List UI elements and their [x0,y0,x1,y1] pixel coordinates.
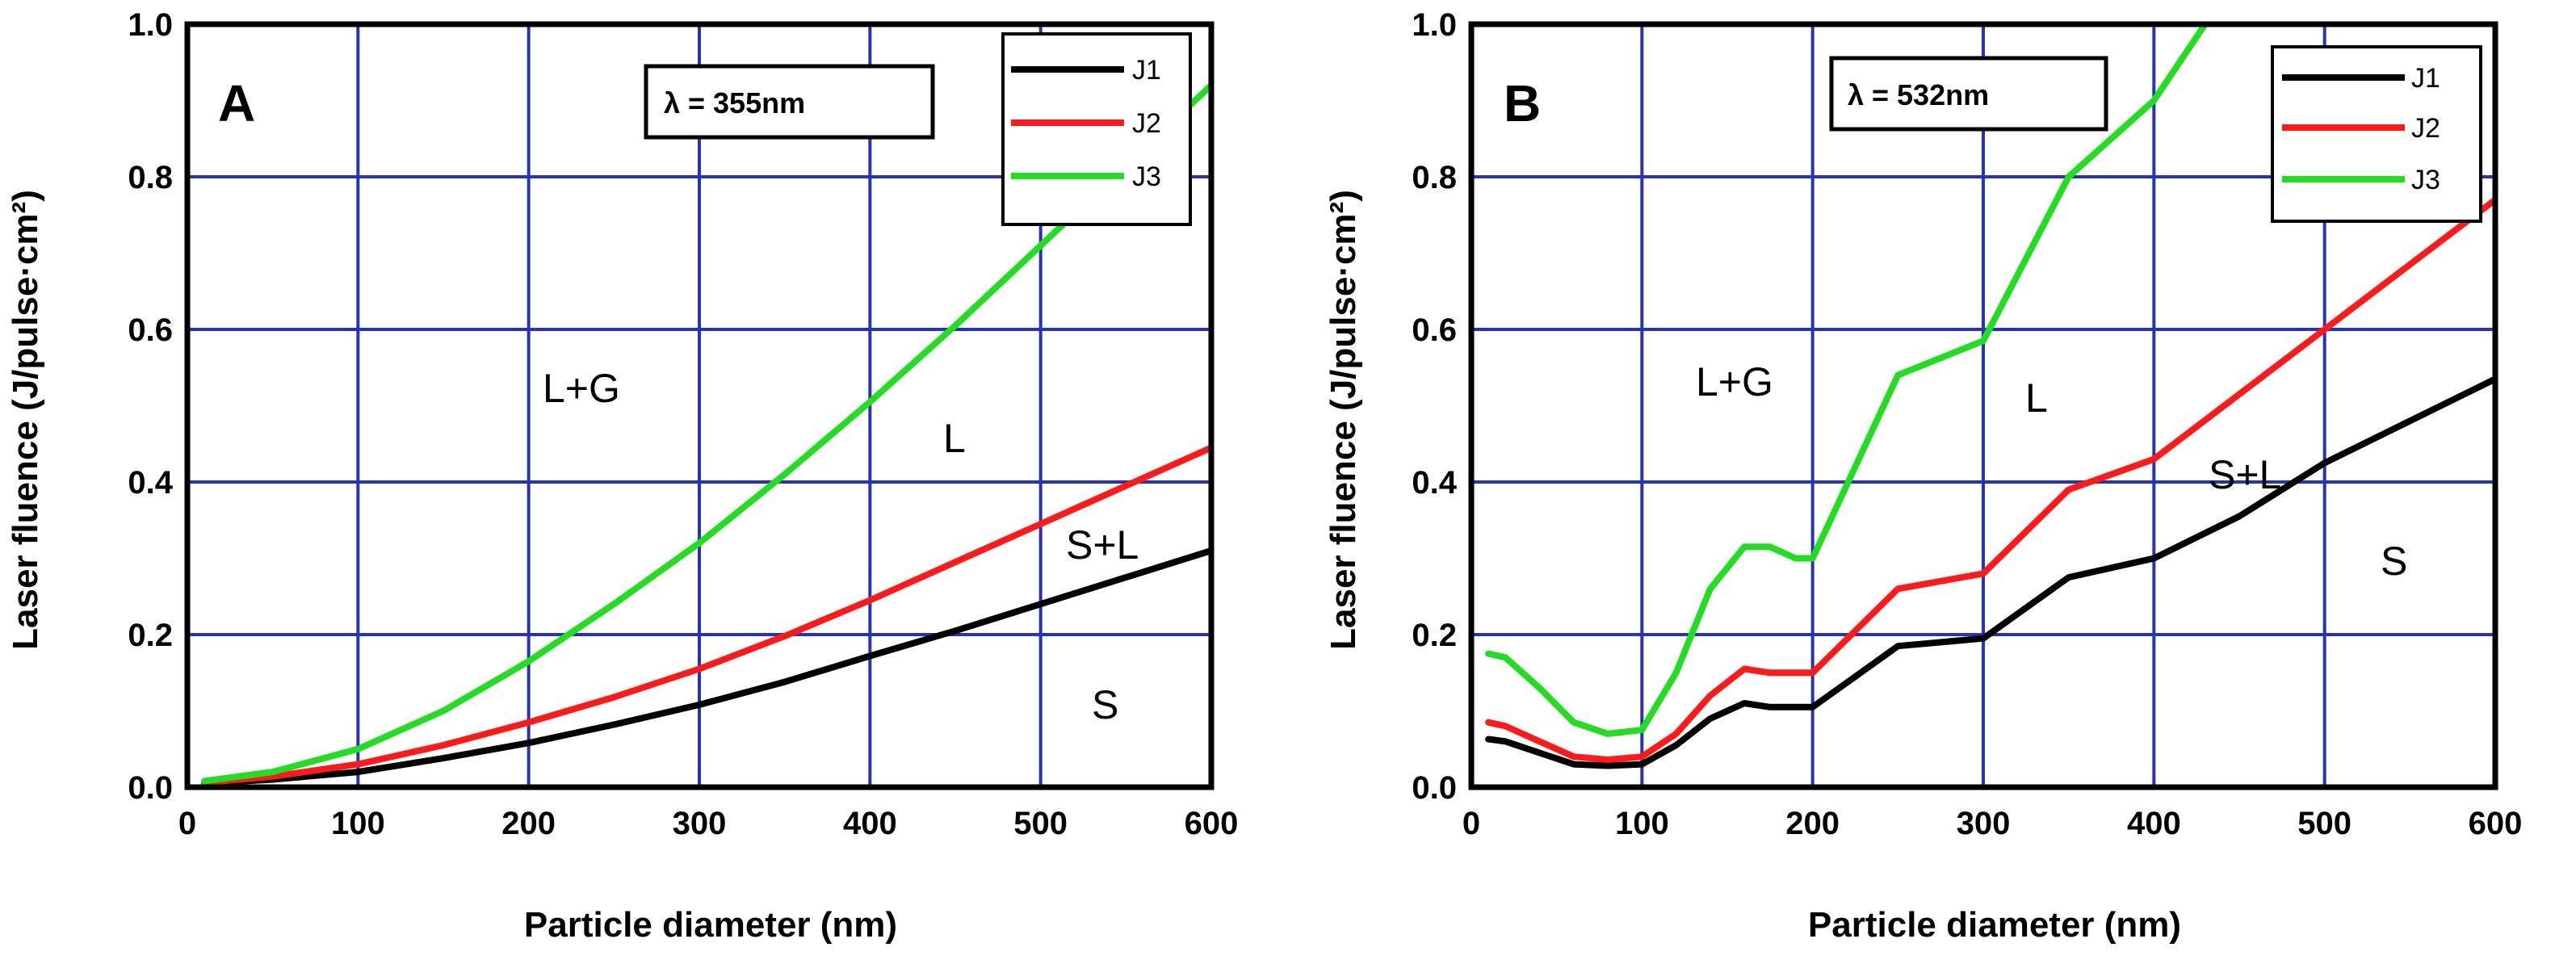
legend-label-j3: J3 [1132,161,1161,192]
x-tick-label: 500 [1013,806,1068,841]
panel-a-plot-frame [184,21,1215,790]
y-tick-label: 0.4 [1412,465,1457,501]
panel-b-region-label-lg: L+G [1696,359,1773,404]
x-tick-label: 600 [1185,806,1239,841]
y-tick-label: 0.8 [128,160,173,195]
panel-a-region-label-l: L [943,416,966,461]
panel-a-series [201,82,1211,787]
panel-b-label: B [1504,74,1541,132]
panel-b-region-label-sl: S+L [2209,452,2281,497]
panel-b-legend: J1 J2 J3 [2271,45,2482,223]
legend-label-j2: J2 [1132,108,1161,139]
x-tick-label: 300 [1957,806,2011,841]
x-tick-label: 100 [331,806,385,841]
legend-label-j3: J3 [2411,165,2440,195]
panel-a: 0.0 0.2 0.4 0.6 0.8 1.0 0 100 200 300 40… [6,7,1238,945]
panel-a-lambda-symbol: λ [664,86,680,119]
panel-b: 0.0 0.2 0.4 0.6 0.8 1.0 0 100 200 300 40… [1324,7,2522,945]
series-line-j2 [201,444,1211,786]
panel-b-region-label-l: L [2025,375,2048,421]
x-tick-label: 400 [2127,806,2181,841]
panel-a-region-label-lg: L+G [543,366,620,411]
y-tick-label: 0.6 [128,312,173,348]
panel-b-y-tick-labels: 0.0 0.2 0.4 0.6 0.8 1.0 [1412,7,1457,806]
x-tick-label: 200 [1785,806,1840,841]
panel-b-wavelength-label: = 532nm [1872,78,1989,111]
series-line-j2 [1485,196,2495,763]
y-tick-label: 0.2 [1412,618,1457,653]
y-tick-label: 1.0 [1412,7,1457,43]
panel-a-x-axis-title: Particle diameter (nm) [524,905,897,945]
x-tick-label: 400 [843,806,897,841]
panel-a-legend: J1 J2 J3 [1001,32,1192,226]
x-tick-label: 600 [2469,806,2523,841]
panel-a-wavelength-box: λ = 355nm [644,64,935,140]
panel-a-region-label-s: S [1092,682,1118,727]
legend-label-j1: J1 [1132,55,1161,86]
y-tick-label: 0.8 [1412,160,1457,195]
x-tick-label: 500 [2297,806,2352,841]
panel-a-y-tick-labels: 0.0 0.2 0.4 0.6 0.8 1.0 [128,7,173,806]
y-tick-label: 1.0 [128,7,173,43]
panel-a-region-label-sl: S+L [1066,522,1139,568]
panel-a-y-axis-title: Laser fluence (J/pulse·cm²) [6,190,45,650]
panel-a-x-tick-labels: 0 100 200 300 400 500 600 [178,806,1239,841]
series-line-j3 [1485,24,2209,737]
panel-a-wavelength-label: = 355nm [688,86,805,119]
panel-b-y-axis-title: Laser fluence (J/pulse·cm²) [1324,190,1363,650]
y-tick-label: 0.0 [128,770,173,806]
y-tick-label: 0.4 [128,465,173,501]
x-tick-label: 100 [1615,806,1669,841]
x-tick-label: 200 [501,806,556,841]
legend-label-j2: J2 [2411,113,2440,144]
panel-b-wavelength-box: λ = 532nm [1829,56,2108,132]
panel-b-x-axis-title: Particle diameter (nm) [1808,905,2181,945]
panel-b-series [1485,24,2495,769]
x-tick-label: 0 [1462,806,1480,841]
panel-a-label: A [218,74,255,132]
x-tick-label: 0 [178,806,196,841]
series-line-j3 [201,82,1211,785]
y-tick-label: 0.6 [1412,312,1457,348]
y-tick-label: 0.2 [128,618,173,653]
series-line-j1 [1485,375,2495,769]
panel-b-lambda-symbol: λ [1848,78,1864,111]
x-tick-label: 300 [673,806,727,841]
series-line-j1 [201,547,1211,787]
legend-label-j1: J1 [2411,63,2440,94]
y-tick-label: 0.0 [1412,770,1457,806]
panel-b-x-tick-labels: 0 100 200 300 400 500 600 [1462,806,2523,841]
panel-b-region-label-s: S [2381,539,2407,584]
panel-b-plot-frame [1468,21,2498,790]
